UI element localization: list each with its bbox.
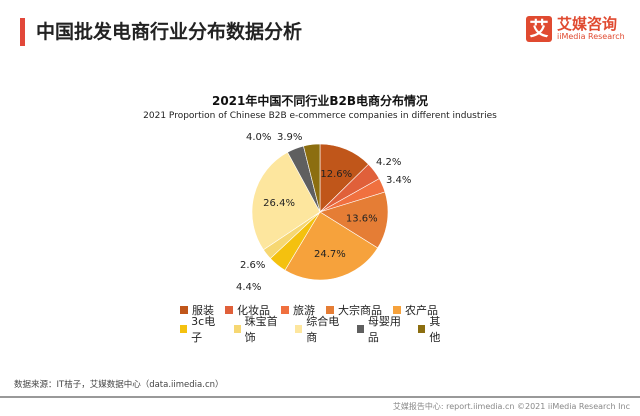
legend-label: 旅游 <box>293 303 315 317</box>
legend-item: 综合电商 <box>295 313 346 345</box>
legend-item: 母婴用品 <box>356 313 408 345</box>
legend-label: 服装 <box>192 303 214 317</box>
legend-label: 大宗商品 <box>338 303 382 317</box>
legend-label: 化妆品 <box>237 303 270 317</box>
pie-slice-3 <box>319 191 389 249</box>
legend-swatch <box>233 324 241 333</box>
divider <box>0 396 640 398</box>
legend-item: 服装 <box>180 302 214 318</box>
legend-swatch <box>356 324 364 333</box>
legend-item: 其他 <box>418 313 449 345</box>
title-accent-bar <box>20 18 25 46</box>
pie-slice-4 <box>284 211 379 281</box>
legend-swatch <box>180 324 188 333</box>
data-label: 2.6% <box>240 260 265 271</box>
legend-swatch <box>326 305 334 314</box>
legend-item: 农产品 <box>393 302 438 318</box>
pie-slice-9 <box>303 143 321 213</box>
data-label: 4.0% <box>246 132 271 143</box>
data-label: 4.2% <box>376 157 401 168</box>
legend: 服装 化妆品 旅游 大宗商品 农产品 3c电子 珠宝首饰 综合电商 母婴用品 其他 <box>180 300 460 344</box>
data-label: 3.4% <box>386 175 411 186</box>
legend-label: 母婴用品 <box>367 314 401 344</box>
legend-swatch <box>225 305 233 314</box>
logo: 艾 艾媒咨询 iiMedia Research <box>526 16 625 42</box>
legend-swatch <box>281 305 289 314</box>
legend-label: 其他 <box>429 314 441 344</box>
data-label: 4.4% <box>236 282 261 293</box>
pie-chart: 12.6% 4.2% 3.4% 13.6% 24.7% 4.4% 2.6% 26.4% 4.0%… <box>236 132 411 293</box>
data-label: 12.6% <box>320 169 352 180</box>
legend-item: 旅游 <box>281 302 315 318</box>
legend-swatch <box>418 324 426 333</box>
legend-swatch <box>393 305 401 314</box>
chart-title: 2021年中国不同行业B2B电商分布情况 <box>211 94 429 108</box>
data-label: 13.6% <box>346 213 378 224</box>
data-label: 26.4% <box>263 198 295 209</box>
page-title: 中国批发电商行业分布数据分析 <box>36 21 303 43</box>
data-source: 数据来源：IT桔子，艾媒数据中心（data.iimedia.cn） <box>14 380 224 390</box>
pie-slice-7 <box>251 151 321 251</box>
legend-label: 综合电商 <box>306 314 340 344</box>
legend-swatch <box>295 324 303 333</box>
logo-en: iiMedia Research <box>557 32 625 41</box>
logo-cn: 艾媒咨询 <box>557 15 618 33</box>
legend-label: 农产品 <box>405 303 438 317</box>
legend-label: 珠宝首饰 <box>244 314 278 344</box>
legend-item: 大宗商品 <box>326 302 382 318</box>
chart-subtitle: 2021 Proportion of Chinese B2B e-commerc… <box>143 111 497 121</box>
legend-label: 3c电子 <box>191 314 216 344</box>
data-label: 3.9% <box>277 132 302 143</box>
legend-item: 化妆品 <box>225 302 270 318</box>
legend-swatch <box>180 305 188 314</box>
copyright: 艾媒报告中心: report.iimedia.cn ©2021 iiMedia … <box>392 402 630 411</box>
legend-item: 珠宝首饰 <box>233 313 285 345</box>
logo-mark: 艾 <box>526 16 552 42</box>
data-label: 24.7% <box>314 249 346 260</box>
legend-item: 3c电子 <box>180 313 223 345</box>
